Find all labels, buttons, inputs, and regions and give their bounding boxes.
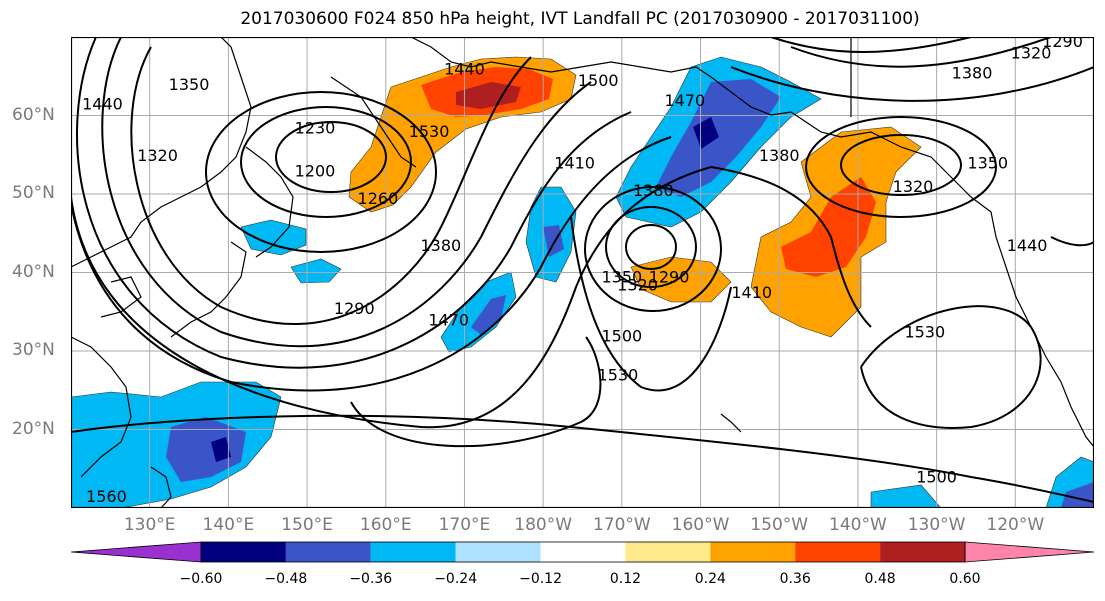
latitude-label: 60°N bbox=[12, 104, 55, 125]
colorbar-segment bbox=[370, 542, 456, 562]
contour-label: 1350 bbox=[169, 75, 210, 94]
contour-label: 1530 bbox=[904, 322, 945, 341]
strong-negative-ivt-region bbox=[471, 295, 506, 335]
contour-label: 1290 bbox=[1042, 37, 1083, 51]
colorbar-segment bbox=[71, 541, 202, 563]
negative-ivt-region bbox=[870, 484, 942, 508]
colorbar-tick-label: −0.12 bbox=[519, 571, 562, 587]
strong-negative-ivt-region bbox=[1061, 482, 1094, 508]
contour-label: 1320 bbox=[617, 275, 658, 294]
contour-label: 1470 bbox=[428, 311, 469, 330]
contour-label: 1560 bbox=[86, 487, 127, 506]
longitude-label: 170°E bbox=[438, 515, 491, 535]
contour-label: 1440 bbox=[1007, 236, 1048, 255]
colorbar-tick-label: 0.60 bbox=[949, 571, 981, 587]
contour-label: 1380 bbox=[633, 181, 674, 200]
contour-label: 1500 bbox=[601, 326, 642, 345]
contour-label: 1350 bbox=[601, 267, 642, 286]
colorbar-outline bbox=[200, 541, 966, 563]
contour-label: 1530 bbox=[598, 366, 639, 385]
longitude-label: 150°W bbox=[750, 515, 809, 535]
strong-positive-ivt-region bbox=[781, 177, 876, 277]
longitude-label: 160°E bbox=[359, 515, 412, 535]
contour-label: 1320 bbox=[1011, 44, 1052, 63]
colorbar-segment bbox=[455, 542, 541, 562]
negative-ivt-region bbox=[240, 219, 307, 256]
very-strong-negative-ivt-region bbox=[211, 437, 231, 462]
contour-label: 1260 bbox=[358, 189, 399, 208]
plot-title: 2017030600 F024 850 hPa height, IVT Land… bbox=[240, 9, 920, 29]
contour-label: 1530 bbox=[409, 122, 450, 141]
contour-label: 1380 bbox=[952, 63, 993, 82]
colorbar-segment bbox=[201, 542, 286, 562]
colorbar-segment bbox=[710, 542, 796, 562]
colorbar-tick-label: 0.12 bbox=[609, 571, 642, 587]
negative-ivt-region bbox=[290, 258, 342, 284]
longitude-label: 130°W bbox=[907, 515, 966, 535]
colorbar-tick-label: 0.24 bbox=[694, 571, 726, 587]
colorbar-segment bbox=[795, 542, 881, 562]
contour-labels: 1440135013201230120012601530144015001470… bbox=[82, 37, 1083, 506]
colorbar-segment bbox=[540, 542, 626, 562]
colorbar-tick-label: −0.60 bbox=[179, 571, 223, 587]
very-strong-negative-ivt-region bbox=[693, 117, 719, 149]
latitude-label: 40°N bbox=[12, 261, 55, 282]
coastlines bbox=[71, 37, 1094, 508]
graticule bbox=[71, 37, 1094, 508]
colorbar-tick-label: 0.48 bbox=[864, 571, 896, 587]
colorbar-tick-label: −0.36 bbox=[349, 571, 393, 587]
colorbar-tick-label: −0.24 bbox=[434, 571, 478, 587]
latitude-label: 50°N bbox=[12, 183, 55, 203]
longitude-label: 140°E bbox=[202, 515, 255, 535]
contour-label: 1410 bbox=[554, 154, 595, 173]
contour-label: 1320 bbox=[893, 177, 934, 196]
map-frame bbox=[71, 37, 1094, 508]
longitude-label: 160°W bbox=[671, 515, 730, 535]
contour-label: 1500 bbox=[578, 71, 619, 90]
contour-label: 1290 bbox=[334, 299, 375, 318]
contour-label: 1290 bbox=[649, 267, 690, 286]
contour-label: 1440 bbox=[444, 59, 485, 78]
strong-negative-ivt-region bbox=[656, 79, 781, 197]
contour-label: 1500 bbox=[916, 468, 957, 487]
colorbar-segment bbox=[880, 542, 965, 562]
longitude-label: 130°E bbox=[123, 515, 176, 535]
longitude-label: 170°W bbox=[592, 515, 651, 535]
colorbar-segment bbox=[625, 542, 711, 562]
contour-label: 1230 bbox=[295, 118, 336, 137]
contour-label: 1350 bbox=[967, 154, 1008, 173]
latitude-label: 20°N bbox=[12, 418, 55, 439]
colorbar-segment bbox=[285, 542, 371, 562]
contour-label: 1470 bbox=[664, 91, 705, 110]
contour-label: 1380 bbox=[420, 236, 461, 255]
contour-label: 1380 bbox=[759, 146, 800, 165]
longitude-label: 120°W bbox=[986, 515, 1045, 535]
very-strong-positive-ivt-region bbox=[456, 82, 521, 109]
height-contours bbox=[71, 37, 1094, 503]
longitude-label: 140°W bbox=[829, 515, 887, 535]
longitude-label: 180°W bbox=[514, 515, 573, 535]
longitude-label: 150°E bbox=[281, 515, 333, 535]
colorbar-segment bbox=[964, 541, 1095, 563]
colorbar-tick-label: −0.48 bbox=[264, 571, 308, 587]
map-panel: 1440135013201230120012601530144015001470… bbox=[71, 37, 1094, 508]
colorbar bbox=[71, 541, 1095, 563]
strong-negative-ivt-region bbox=[166, 417, 246, 482]
latitude-label: 30°N bbox=[12, 340, 55, 360]
contour-label: 1320 bbox=[137, 146, 178, 165]
contour-label: 1410 bbox=[731, 283, 772, 302]
contour-label: 1440 bbox=[82, 95, 123, 114]
colorbar-tick-label: 0.36 bbox=[779, 571, 811, 587]
contour-label: 1200 bbox=[295, 161, 336, 180]
